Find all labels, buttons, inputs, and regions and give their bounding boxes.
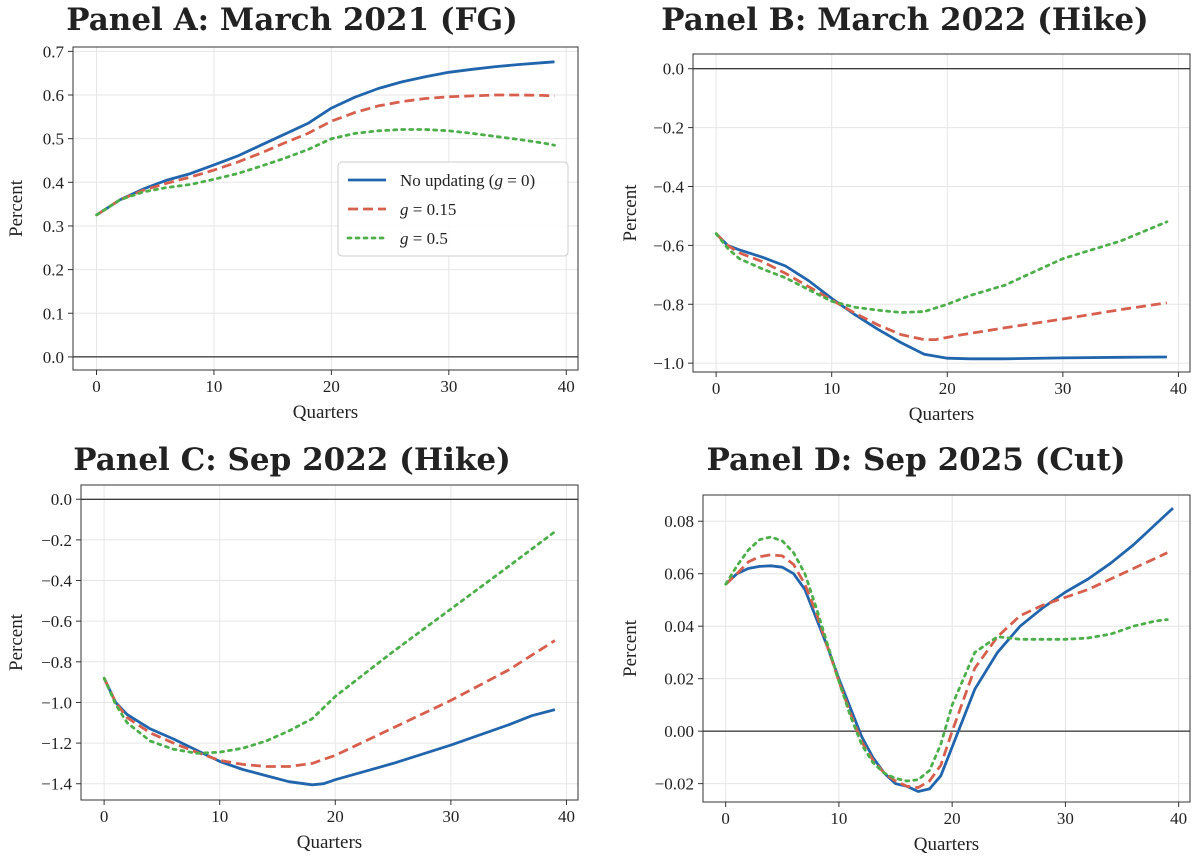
y-tick-label: −1.0 xyxy=(41,693,72,712)
y-tick-label: 0.06 xyxy=(664,565,694,584)
legend-label-suffix: = 0) xyxy=(503,171,535,190)
legend-label-suffix: = 0.5 xyxy=(409,229,448,248)
y-tick-label: 0.5 xyxy=(43,130,64,149)
panel-d: Panel D: Sep 2025 (Cut) 0 10 20 30 40 0.08 0.06… xyxy=(620,442,1191,855)
y-tick-label: −1.0 xyxy=(653,354,684,373)
series-line-2 xyxy=(714,220,1169,314)
x-tick-label: 20 xyxy=(323,377,340,396)
panel-a: Panel A: March 2021 (FG) 0 10 20 30 40 0.0 0.1 0… xyxy=(6,2,579,423)
y-tick-label: 0.0 xyxy=(663,60,684,79)
y-axis-label: Percent xyxy=(620,184,641,242)
x-tick-label: 0 xyxy=(721,809,730,828)
x-tick-label: 40 xyxy=(1170,379,1187,398)
y-tick-label: −0.8 xyxy=(41,653,72,672)
y-tick-label: 0.7 xyxy=(43,42,65,61)
x-tick-label: 0 xyxy=(100,807,109,826)
legend-label-2: g = 0.5 xyxy=(400,229,448,248)
y-tick-label: 0.02 xyxy=(664,670,694,689)
x-tick-label: 30 xyxy=(1057,809,1074,828)
y-tick-label: −0.8 xyxy=(653,295,684,314)
panel-c: Panel C: Sep 2022 (Hike) 0 10 20 30 40 0.0 −0.2… xyxy=(6,442,579,853)
plot-frame xyxy=(80,484,579,801)
plot-frame xyxy=(702,494,1191,803)
legend-label-math: g xyxy=(400,200,409,219)
x-tick-label: 20 xyxy=(939,379,956,398)
x-axis-label: Quarters xyxy=(293,402,358,423)
y-tick-label: −0.2 xyxy=(653,119,684,138)
plot-frame xyxy=(692,53,1191,373)
legend: No updating (g = 0)g = 0.15g = 0.5 xyxy=(337,161,569,257)
y-tick-label: −0.2 xyxy=(41,531,72,550)
y-tick-label: −0.4 xyxy=(653,178,684,197)
series-line-2 xyxy=(724,535,1169,783)
y-tick-label: −0.4 xyxy=(41,572,72,591)
legend-label-prefix: No updating ( xyxy=(400,171,495,190)
y-tick-label: 0.1 xyxy=(43,304,64,323)
series-line-1 xyxy=(102,639,556,768)
x-tick-label: 30 xyxy=(1054,379,1071,398)
x-tick-label: 10 xyxy=(823,379,840,398)
x-tick-label: 20 xyxy=(944,809,961,828)
x-axis-label: Quarters xyxy=(909,404,974,425)
x-axis-label: Quarters xyxy=(914,834,979,855)
y-tick-label: 0.04 xyxy=(664,617,694,636)
series-line-2 xyxy=(102,530,557,755)
y-axis-label: Percent xyxy=(620,619,641,677)
series-line-1 xyxy=(715,232,1168,341)
x-tick-label: 0 xyxy=(92,377,101,396)
legend-label-suffix: = 0.15 xyxy=(409,200,457,219)
y-tick-label: −1.2 xyxy=(41,734,72,753)
y-axis-label: Percent xyxy=(6,613,27,671)
y-tick-label: 0.0 xyxy=(43,348,64,367)
plot-frame xyxy=(72,46,579,371)
series-line-1 xyxy=(95,93,555,217)
y-tick-label: 0.0 xyxy=(51,490,72,509)
legend-label-math: g xyxy=(494,171,503,190)
x-tick-label: 10 xyxy=(205,377,222,396)
y-tick-label: −0.6 xyxy=(653,236,684,255)
x-tick-label: 10 xyxy=(211,807,228,826)
x-tick-label: 30 xyxy=(440,377,457,396)
legend-label-math: g xyxy=(400,229,409,248)
panel-title: Panel B: March 2022 (Hike) xyxy=(661,2,1148,38)
y-tick-label: 0.4 xyxy=(43,173,65,192)
y-tick-label: 0.6 xyxy=(43,86,64,105)
series-line-2 xyxy=(95,128,556,217)
y-tick-label: 0.00 xyxy=(664,722,694,741)
x-tick-label: 10 xyxy=(830,809,847,828)
y-tick-label: −0.02 xyxy=(655,775,694,794)
legend-label-1: g = 0.15 xyxy=(400,200,456,219)
x-tick-label: 40 xyxy=(558,807,575,826)
panel-title: Panel A: March 2021 (FG) xyxy=(66,2,518,38)
legend-box xyxy=(337,161,569,257)
panel-title: Panel C: Sep 2022 (Hike) xyxy=(73,442,511,478)
y-axis-label: Percent xyxy=(6,179,27,237)
series-line-1 xyxy=(724,551,1168,789)
y-tick-label: −1.4 xyxy=(41,775,72,794)
x-tick-label: 20 xyxy=(327,807,344,826)
x-tick-label: 40 xyxy=(558,377,575,396)
series-line-0 xyxy=(95,60,555,217)
x-axis-label: Quarters xyxy=(297,832,362,853)
x-tick-label: 30 xyxy=(442,807,459,826)
legend-label-0: No updating (g = 0) xyxy=(400,171,535,190)
series-line-0 xyxy=(102,677,556,787)
y-tick-label: 0.3 xyxy=(43,217,64,236)
x-tick-label: 0 xyxy=(712,379,721,398)
panel-title: Panel D: Sep 2025 (Cut) xyxy=(706,442,1125,478)
panel-b: Panel B: March 2022 (Hike) 0 10 20 30 40 0.0 −0… xyxy=(620,2,1191,425)
x-tick-label: 40 xyxy=(1170,809,1187,828)
y-tick-label: −0.6 xyxy=(41,612,72,631)
series-line-0 xyxy=(715,232,1167,361)
y-tick-label: 0.08 xyxy=(664,512,694,531)
y-tick-label: 0.2 xyxy=(43,261,64,280)
series-line-0 xyxy=(724,507,1174,793)
